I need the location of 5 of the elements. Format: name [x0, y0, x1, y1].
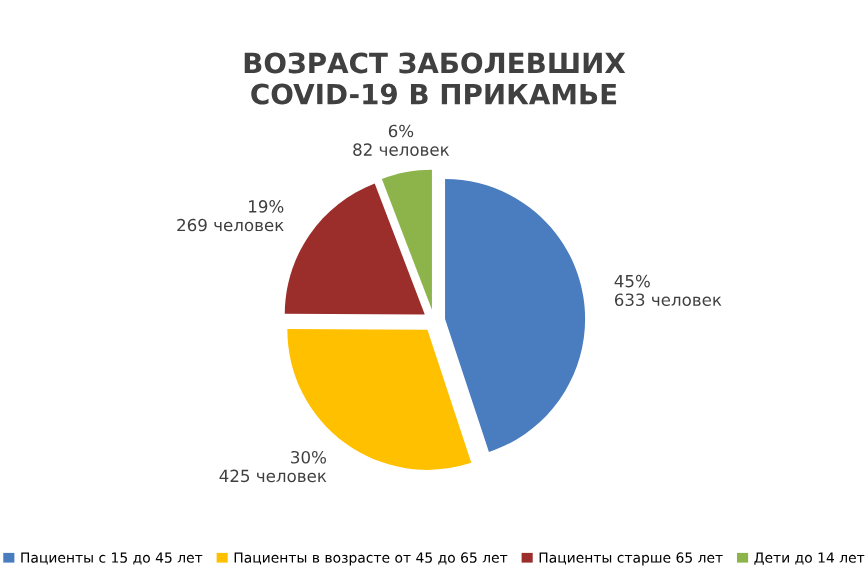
data-label: 45% 633 человек [614, 274, 722, 307]
data-label: 19% 269 человек [177, 200, 284, 232]
chart-title: ВОЗРАСТ ЗАБОЛЕВШИХ COVID-19 В ПРИКАМЬЕ [244, 52, 626, 105]
data-label: 6% 82 человек [353, 124, 450, 156]
data-label: 30% 425 человек [219, 450, 327, 483]
